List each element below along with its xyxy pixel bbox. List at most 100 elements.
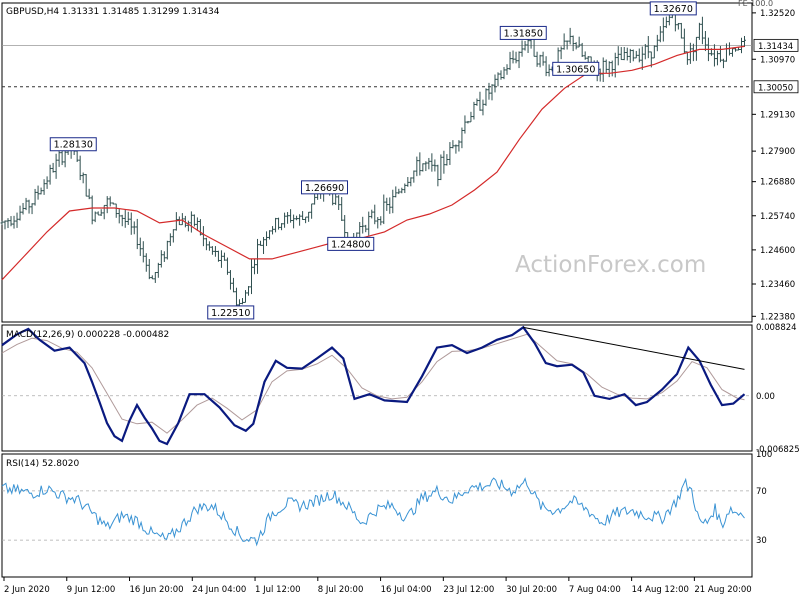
price-bar <box>358 221 362 238</box>
price-bar <box>174 212 178 231</box>
price-tick-label: 1.24600 <box>760 246 795 256</box>
price-bar <box>376 217 380 229</box>
annotation-label: 1.31850 <box>504 28 543 39</box>
price-bar <box>253 258 257 275</box>
price-bar <box>36 185 40 200</box>
price-bar <box>391 189 395 214</box>
price-bar <box>231 277 235 293</box>
price-bar <box>334 192 338 205</box>
price-bar <box>0 221 4 226</box>
symbol-header: GBPUSD,H4 1.31331 1.31485 1.31299 1.3143… <box>6 7 220 17</box>
price-bar <box>280 223 284 231</box>
rsi-line <box>1 477 745 547</box>
price-bar <box>418 152 422 176</box>
price-bar <box>301 211 305 221</box>
price-bar <box>664 16 668 29</box>
price-bar <box>394 186 398 198</box>
price-bar <box>165 240 169 260</box>
price-bar <box>652 45 656 59</box>
price-bar <box>733 47 737 52</box>
x-tick-label: 23 Jul 12:00 <box>443 585 494 595</box>
price-bar <box>541 51 545 66</box>
price-bar <box>219 250 223 268</box>
price-bar <box>81 172 85 184</box>
price-bar <box>496 72 500 87</box>
price-bar <box>469 111 473 123</box>
price-bar <box>499 70 503 80</box>
price-bar <box>99 209 103 216</box>
price-bar <box>268 230 272 240</box>
macd-line <box>1 325 746 446</box>
price-bar <box>571 35 575 52</box>
price-bar <box>162 251 166 262</box>
price-bar <box>658 26 662 43</box>
price-annotation: 1.26690 <box>301 180 348 195</box>
price-bar <box>583 51 587 60</box>
price-bar <box>373 204 377 225</box>
price-annotation: 1.28130 <box>49 137 97 152</box>
x-tick-label: 16 Jul 04:00 <box>381 585 432 595</box>
price-bar <box>700 16 704 45</box>
annotation-label: 1.22510 <box>211 308 250 319</box>
price-annotation: 1.22510 <box>207 305 255 320</box>
annotation-label: 1.28130 <box>54 140 93 151</box>
price-bar <box>574 42 578 50</box>
price-bar <box>210 246 214 255</box>
price-bar <box>364 224 368 233</box>
annotation-label: 1.26690 <box>305 183 344 194</box>
x-tick-label: 7 Aug 04:00 <box>569 585 621 595</box>
price-bar <box>3 220 7 230</box>
price-bar <box>442 150 446 174</box>
price-bar <box>9 216 13 227</box>
price-bar <box>610 60 614 77</box>
annotation-label: 1.24800 <box>331 239 370 250</box>
corner-text: FE 100.0 <box>738 0 773 8</box>
price-bar <box>33 188 37 206</box>
price-bar <box>48 164 52 185</box>
price-bar <box>42 179 46 195</box>
price-bar <box>271 226 275 235</box>
price-bar <box>430 153 434 172</box>
price-bar <box>505 64 509 75</box>
price-bar <box>718 46 722 63</box>
price-bar <box>15 212 19 228</box>
price-bar <box>216 250 220 262</box>
price-bar <box>228 270 232 290</box>
price-bar <box>24 197 28 211</box>
price-bar <box>234 287 238 308</box>
annotation-label: 1.30650 <box>556 64 595 75</box>
price-bar <box>679 22 683 39</box>
price-bar <box>622 47 626 61</box>
x-tick-label: 2 Jun 2020 <box>4 585 50 595</box>
price-bar <box>78 155 82 181</box>
price-bar <box>568 27 572 45</box>
price-tick-label: 1.30970 <box>760 55 795 65</box>
x-tick-label: 21 Aug 20:00 <box>694 585 751 595</box>
price-bar <box>616 46 620 66</box>
price-bar <box>12 215 16 229</box>
price-annotation: 1.24800 <box>327 236 375 251</box>
price-bar <box>433 159 437 172</box>
price-bar <box>246 286 250 296</box>
price-tick-label: 1.26880 <box>760 178 795 188</box>
price-bar <box>508 51 512 70</box>
x-tick-label: 1 Jul 12:00 <box>255 585 301 595</box>
price-tick-label: 1.22380 <box>760 312 795 322</box>
price-tick-label: 1.27900 <box>760 147 795 157</box>
watermark: ActionForex.com <box>515 252 706 278</box>
price-bar <box>655 34 659 52</box>
price-bar <box>640 46 644 70</box>
price-bar <box>562 33 566 50</box>
price-bar <box>490 84 494 101</box>
price-bar <box>156 262 160 278</box>
price-bar <box>643 44 647 60</box>
price-bar <box>421 163 425 172</box>
price-bar <box>703 30 707 52</box>
rsi-tick-label: 30 <box>756 536 767 546</box>
price-bar <box>688 42 692 64</box>
price-bar <box>661 17 665 42</box>
price-bar <box>295 215 299 221</box>
price-bar <box>697 22 701 40</box>
price-bar <box>547 64 551 77</box>
price-bar <box>180 213 184 226</box>
